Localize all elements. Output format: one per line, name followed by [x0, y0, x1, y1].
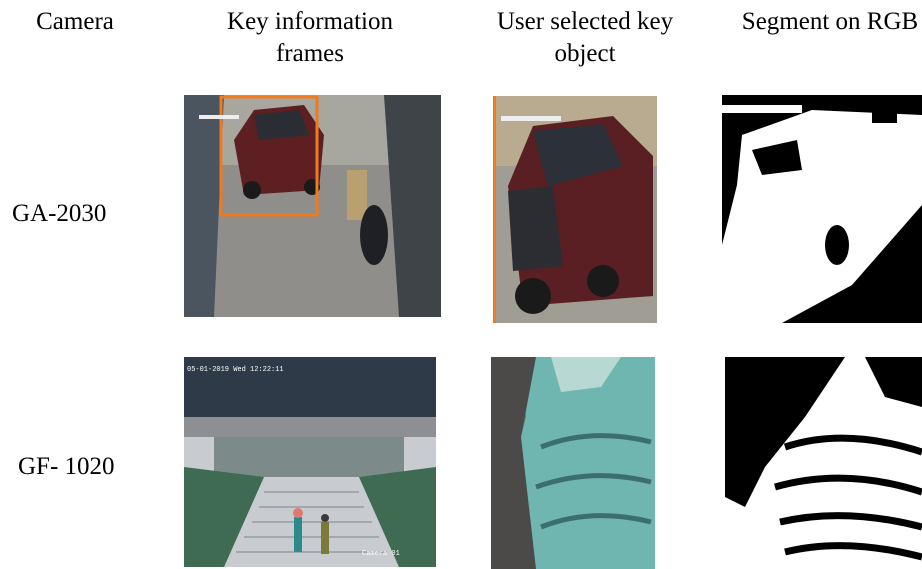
header-segment: Segment on RGB — [741, 8, 919, 35]
frame-timestamp: 05-01-2019 Wed 12:22:11 — [187, 366, 284, 374]
camera-label: GF- 1020 — [18, 453, 115, 480]
key-frame-image — [184, 95, 441, 317]
frame-camera-label: Camera 01 — [362, 550, 400, 558]
key-object-image — [491, 357, 655, 569]
key-frame-image: 05-01-2019 Wed 12:22:11 Camera 01 — [184, 357, 436, 567]
segment-image — [722, 95, 922, 323]
header-object: User selected key object — [496, 8, 674, 67]
header-frames: Key information frames — [227, 8, 393, 67]
segment-image — [725, 357, 922, 569]
camera-label: GA-2030 — [12, 200, 107, 227]
header-camera: Camera — [36, 8, 114, 35]
key-object-image — [493, 96, 657, 323]
